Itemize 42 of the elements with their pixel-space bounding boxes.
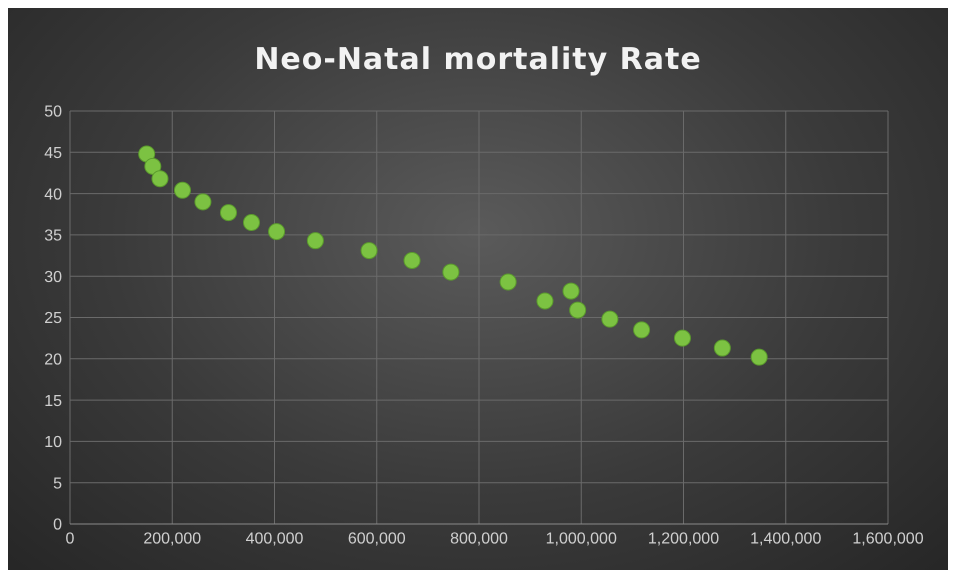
point xyxy=(174,182,191,199)
point xyxy=(138,145,156,162)
y-tick-label: 35 xyxy=(44,228,62,245)
point xyxy=(220,204,237,222)
x-tick-label: 1,600,000 xyxy=(852,530,924,548)
y-tick-label: 25 xyxy=(44,310,62,328)
point xyxy=(194,193,212,210)
point xyxy=(144,158,162,175)
x-tick-label: 1,400,000 xyxy=(750,530,822,548)
point xyxy=(151,170,168,188)
x-tick-label: 0 xyxy=(66,530,75,548)
point xyxy=(268,223,286,240)
y-tick-label: 40 xyxy=(44,186,62,204)
y-tick-label: 30 xyxy=(44,268,62,286)
x-tick-label: 200,000 xyxy=(143,530,202,548)
point xyxy=(569,302,586,319)
chart-title: Neo-Natal mortality Rate xyxy=(253,42,703,77)
y-tick-label: 45 xyxy=(44,144,62,162)
y-tick-label: 15 xyxy=(44,392,62,410)
point xyxy=(601,310,618,328)
point xyxy=(674,330,691,347)
y-tick-label: 20 xyxy=(44,351,62,368)
x-tick-label: 600,000 xyxy=(348,530,406,548)
x-tick-label: 400,000 xyxy=(246,530,304,548)
point xyxy=(404,252,421,270)
y-tick-label: 50 xyxy=(44,104,62,121)
point xyxy=(750,348,768,366)
x-tick-label: 800,000 xyxy=(450,530,508,548)
point xyxy=(360,242,378,260)
point xyxy=(242,214,260,232)
point xyxy=(562,282,580,300)
point xyxy=(536,292,554,310)
y-tick-label: 0 xyxy=(53,516,62,534)
point xyxy=(500,273,517,290)
x-tick-label: 1,200,000 xyxy=(648,530,720,548)
point xyxy=(306,232,324,250)
point xyxy=(633,321,650,338)
point xyxy=(442,264,460,281)
point xyxy=(714,340,731,357)
y-tick-label: 10 xyxy=(44,434,62,452)
y-tick-label: 5 xyxy=(53,475,62,492)
x-tick-label: 1,000,000 xyxy=(546,530,617,548)
